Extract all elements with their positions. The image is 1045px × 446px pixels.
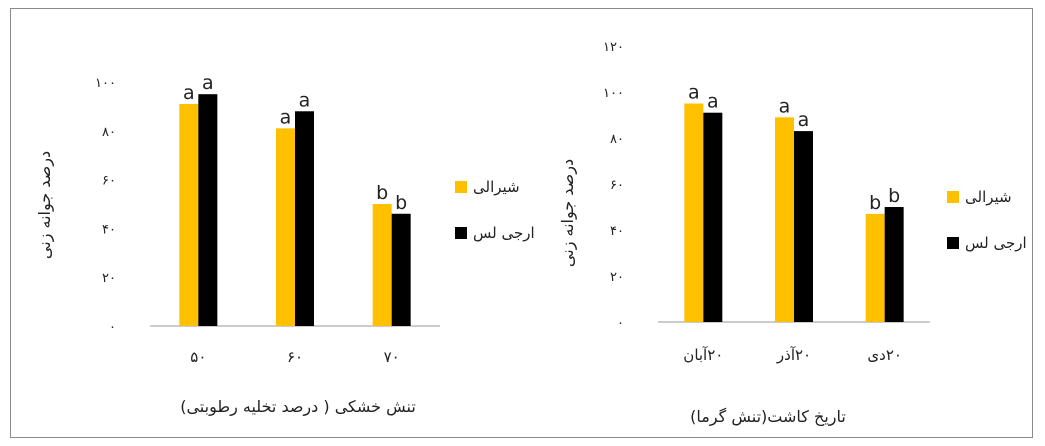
bar-arjilas [198,94,218,326]
y-tick-label: ۸۰ [102,125,116,140]
category-label: ۲۰دی [867,346,902,364]
bar-significance-label: a [280,106,292,128]
bar-significance-label: a [202,72,214,94]
bar-significance-label: a [798,109,810,131]
x-axis-title: تاریخ کاشت(تنش گرما) [690,407,846,427]
legend-label: شیرالی [965,188,1012,206]
bar-shirali [276,128,295,326]
x-axis-title: تنش خشکی ( درصد تخلیه رطوبتی) [180,397,416,417]
bar-significance-label: b [376,182,388,204]
legend-label: شیرالی [473,178,520,196]
y-tick-label: ۸۰ [610,132,624,147]
y-tick-label: ۴۰ [102,222,116,237]
y-tick-label: ۰ [617,316,624,331]
legend-label: ارجی لس [473,224,535,242]
bar-shirali [865,213,885,322]
y-axis-title: درصد جوانه زنی [35,151,55,259]
y-tick-label: ۱۰۰ [95,76,116,91]
legend-label: ارجی لس [965,234,1027,252]
category-label: ۲۰آذر [776,346,811,364]
bar-shirali [775,117,794,322]
y-tick-label: ۶۰ [610,178,624,193]
legend-swatch [455,181,467,193]
bar-significance-label: b [888,185,900,207]
category-label: ۷۰ [384,348,400,366]
bar-significance-label: a [707,91,719,113]
bar-shirali [372,204,392,326]
bar-arjilas [884,207,904,322]
legend-swatch [947,191,959,203]
y-tick-label: ۱۲۰ [603,40,624,55]
y-tick-label: ۴۰ [610,224,624,239]
bar-significance-label: a [299,89,311,111]
category-label: ۶۰ [287,348,303,366]
bar-significance-label: b [395,192,407,214]
bar-significance-label: b [869,192,881,214]
y-tick-label: ۱۰۰ [603,86,624,101]
y-axis-title: درصد جوانه زنی [558,159,578,267]
y-tick-label: ۶۰ [102,174,116,189]
bar-arjilas [295,111,314,326]
legend-swatch [455,227,467,239]
bar-significance-label: a [183,82,195,104]
bar-arjilas [391,213,411,326]
bar-significance-label: a [779,95,791,117]
y-tick-label: ۲۰ [102,271,116,286]
y-tick-label: ۰ [109,320,116,335]
bar-significance-label: a [688,82,700,104]
y-tick-label: ۲۰ [610,270,624,285]
bar-arjilas [794,131,813,322]
bar-shirali [179,103,199,327]
bar-shirali [684,103,704,322]
bar-arjilas [703,112,723,322]
category-label: ۵۰ [190,348,206,366]
legend-swatch [947,237,959,249]
category-label: ۲۰آبان [683,346,723,364]
